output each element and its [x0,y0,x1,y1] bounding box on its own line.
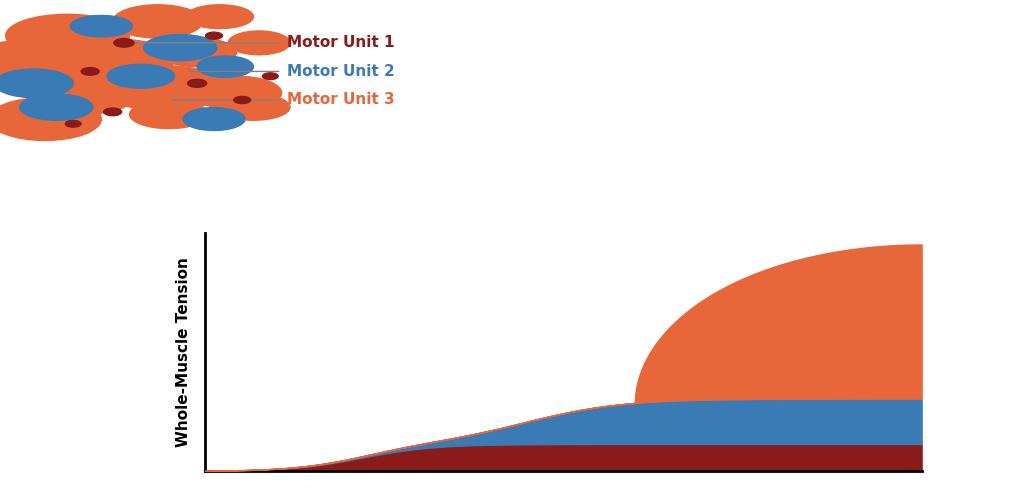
Circle shape [103,108,122,116]
Circle shape [66,121,81,127]
Ellipse shape [113,5,203,38]
Circle shape [187,79,207,87]
Ellipse shape [5,14,129,57]
Ellipse shape [183,108,245,130]
Ellipse shape [0,41,101,93]
Circle shape [114,39,134,47]
Ellipse shape [0,98,101,140]
Ellipse shape [198,56,254,77]
Ellipse shape [34,76,135,114]
Ellipse shape [0,69,74,98]
Circle shape [262,73,279,79]
Text: Motor Unit 2: Motor Unit 2 [287,64,395,79]
Text: Motor Unit 1: Motor Unit 1 [287,35,394,51]
Ellipse shape [217,94,290,120]
Text: Motor Unit 3: Motor Unit 3 [287,92,395,108]
Ellipse shape [158,38,237,66]
Ellipse shape [191,76,282,110]
Ellipse shape [130,100,209,128]
Ellipse shape [61,39,175,80]
Ellipse shape [101,65,225,111]
Circle shape [206,32,222,39]
Circle shape [233,96,251,104]
Ellipse shape [71,15,132,37]
Ellipse shape [19,94,93,120]
Y-axis label: Whole-Muscle Tension: Whole-Muscle Tension [176,257,190,447]
Ellipse shape [186,5,254,29]
Ellipse shape [228,31,290,55]
Ellipse shape [108,64,174,88]
Ellipse shape [143,35,217,61]
Circle shape [81,67,99,75]
